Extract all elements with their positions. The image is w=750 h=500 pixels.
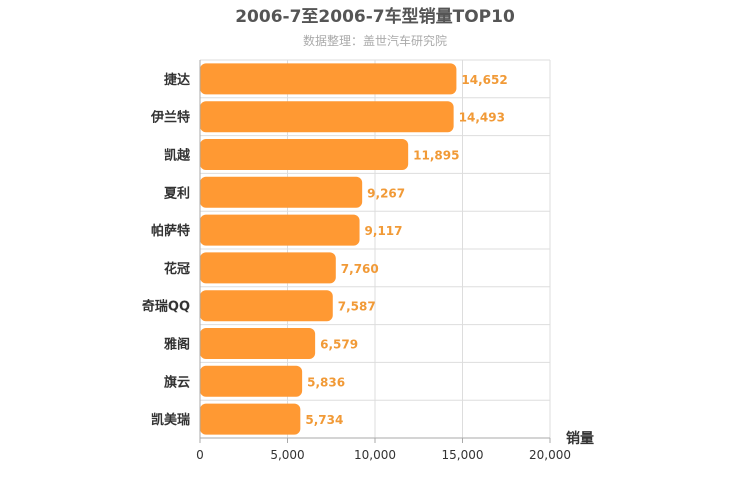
chart-title: 2006-7至2006-7车型销量TOP10 [235, 6, 515, 27]
bar [200, 403, 301, 435]
grid-layer [200, 59, 551, 439]
chart-subtitle: 数据整理：盖世汽车研究院 [303, 33, 447, 48]
y-tick-label: 花冠 [164, 261, 190, 277]
y-tick-label: 雅阁 [164, 337, 190, 353]
x-tick-label: 20,000 [529, 448, 571, 462]
bar [200, 252, 336, 284]
bar [200, 101, 454, 133]
bar [200, 139, 409, 170]
data-label: 9,117 [365, 224, 403, 238]
y-tick-label: 夏利 [163, 185, 190, 201]
data-label: 5,836 [307, 375, 345, 389]
data-label: 7,760 [341, 262, 379, 276]
y-tick-label: 旗云 [164, 374, 190, 390]
y-tick-label: 凯美瑞 [151, 412, 190, 428]
x-tick-label: 0 [196, 448, 204, 462]
y-tick-label: 伊兰特 [150, 110, 190, 126]
x-tick-label: 5,000 [270, 448, 304, 462]
y-tick-label: 捷达 [164, 72, 190, 88]
data-label: 9,267 [367, 186, 405, 200]
data-label: 14,652 [461, 73, 507, 87]
bar [200, 328, 316, 359]
y-tick-label: 奇瑞QQ [142, 299, 190, 315]
x-tick-label: 10,000 [354, 448, 396, 462]
x-axis-title: 销量 [566, 430, 594, 447]
data-label: 14,493 [459, 111, 505, 125]
data-label: 11,895 [413, 149, 459, 163]
bar [200, 63, 457, 95]
bar [200, 365, 303, 397]
bar-layer: 14,652 14,493 11,895 9,267 9,117 7,760 7,587 6,… [200, 63, 508, 435]
data-label: 5,734 [305, 413, 343, 427]
bar [200, 214, 360, 246]
y-tick-label: 凯越 [164, 148, 191, 164]
y-tick-label: 帕萨特 [151, 223, 190, 239]
data-label: 6,579 [320, 338, 358, 352]
data-label: 7,587 [338, 300, 376, 314]
x-tick-label: 15,000 [442, 448, 484, 462]
bar [200, 290, 333, 322]
bar [200, 176, 363, 208]
